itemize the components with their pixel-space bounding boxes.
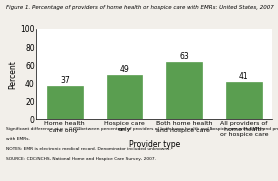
Text: NOTES: EMR is electronic medical record. Denominator included unknowns.: NOTES: EMR is electronic medical record.… bbox=[6, 147, 170, 151]
Text: 63: 63 bbox=[179, 52, 189, 61]
X-axis label: Provider type: Provider type bbox=[129, 140, 180, 149]
Bar bbox=[226, 82, 262, 119]
Y-axis label: Percent: Percent bbox=[8, 60, 18, 89]
Text: Figure 1. Percentage of providers of home health or hospice care with EMRs: Unit: Figure 1. Percentage of providers of hom… bbox=[6, 5, 273, 10]
Text: Significant difference at p < 0.05 between percentage of providers of both home : Significant difference at p < 0.05 betwe… bbox=[6, 127, 278, 131]
Text: 41: 41 bbox=[239, 72, 249, 81]
Text: with EMRs.: with EMRs. bbox=[6, 137, 29, 141]
Text: 49: 49 bbox=[120, 65, 129, 74]
Bar bbox=[106, 75, 142, 119]
Bar bbox=[47, 86, 83, 119]
Text: SOURCE: CDC/NCHS, National Home and Hospice Care Survey, 2007.: SOURCE: CDC/NCHS, National Home and Hosp… bbox=[6, 157, 156, 161]
Bar bbox=[166, 62, 202, 119]
Text: 37: 37 bbox=[60, 76, 70, 85]
